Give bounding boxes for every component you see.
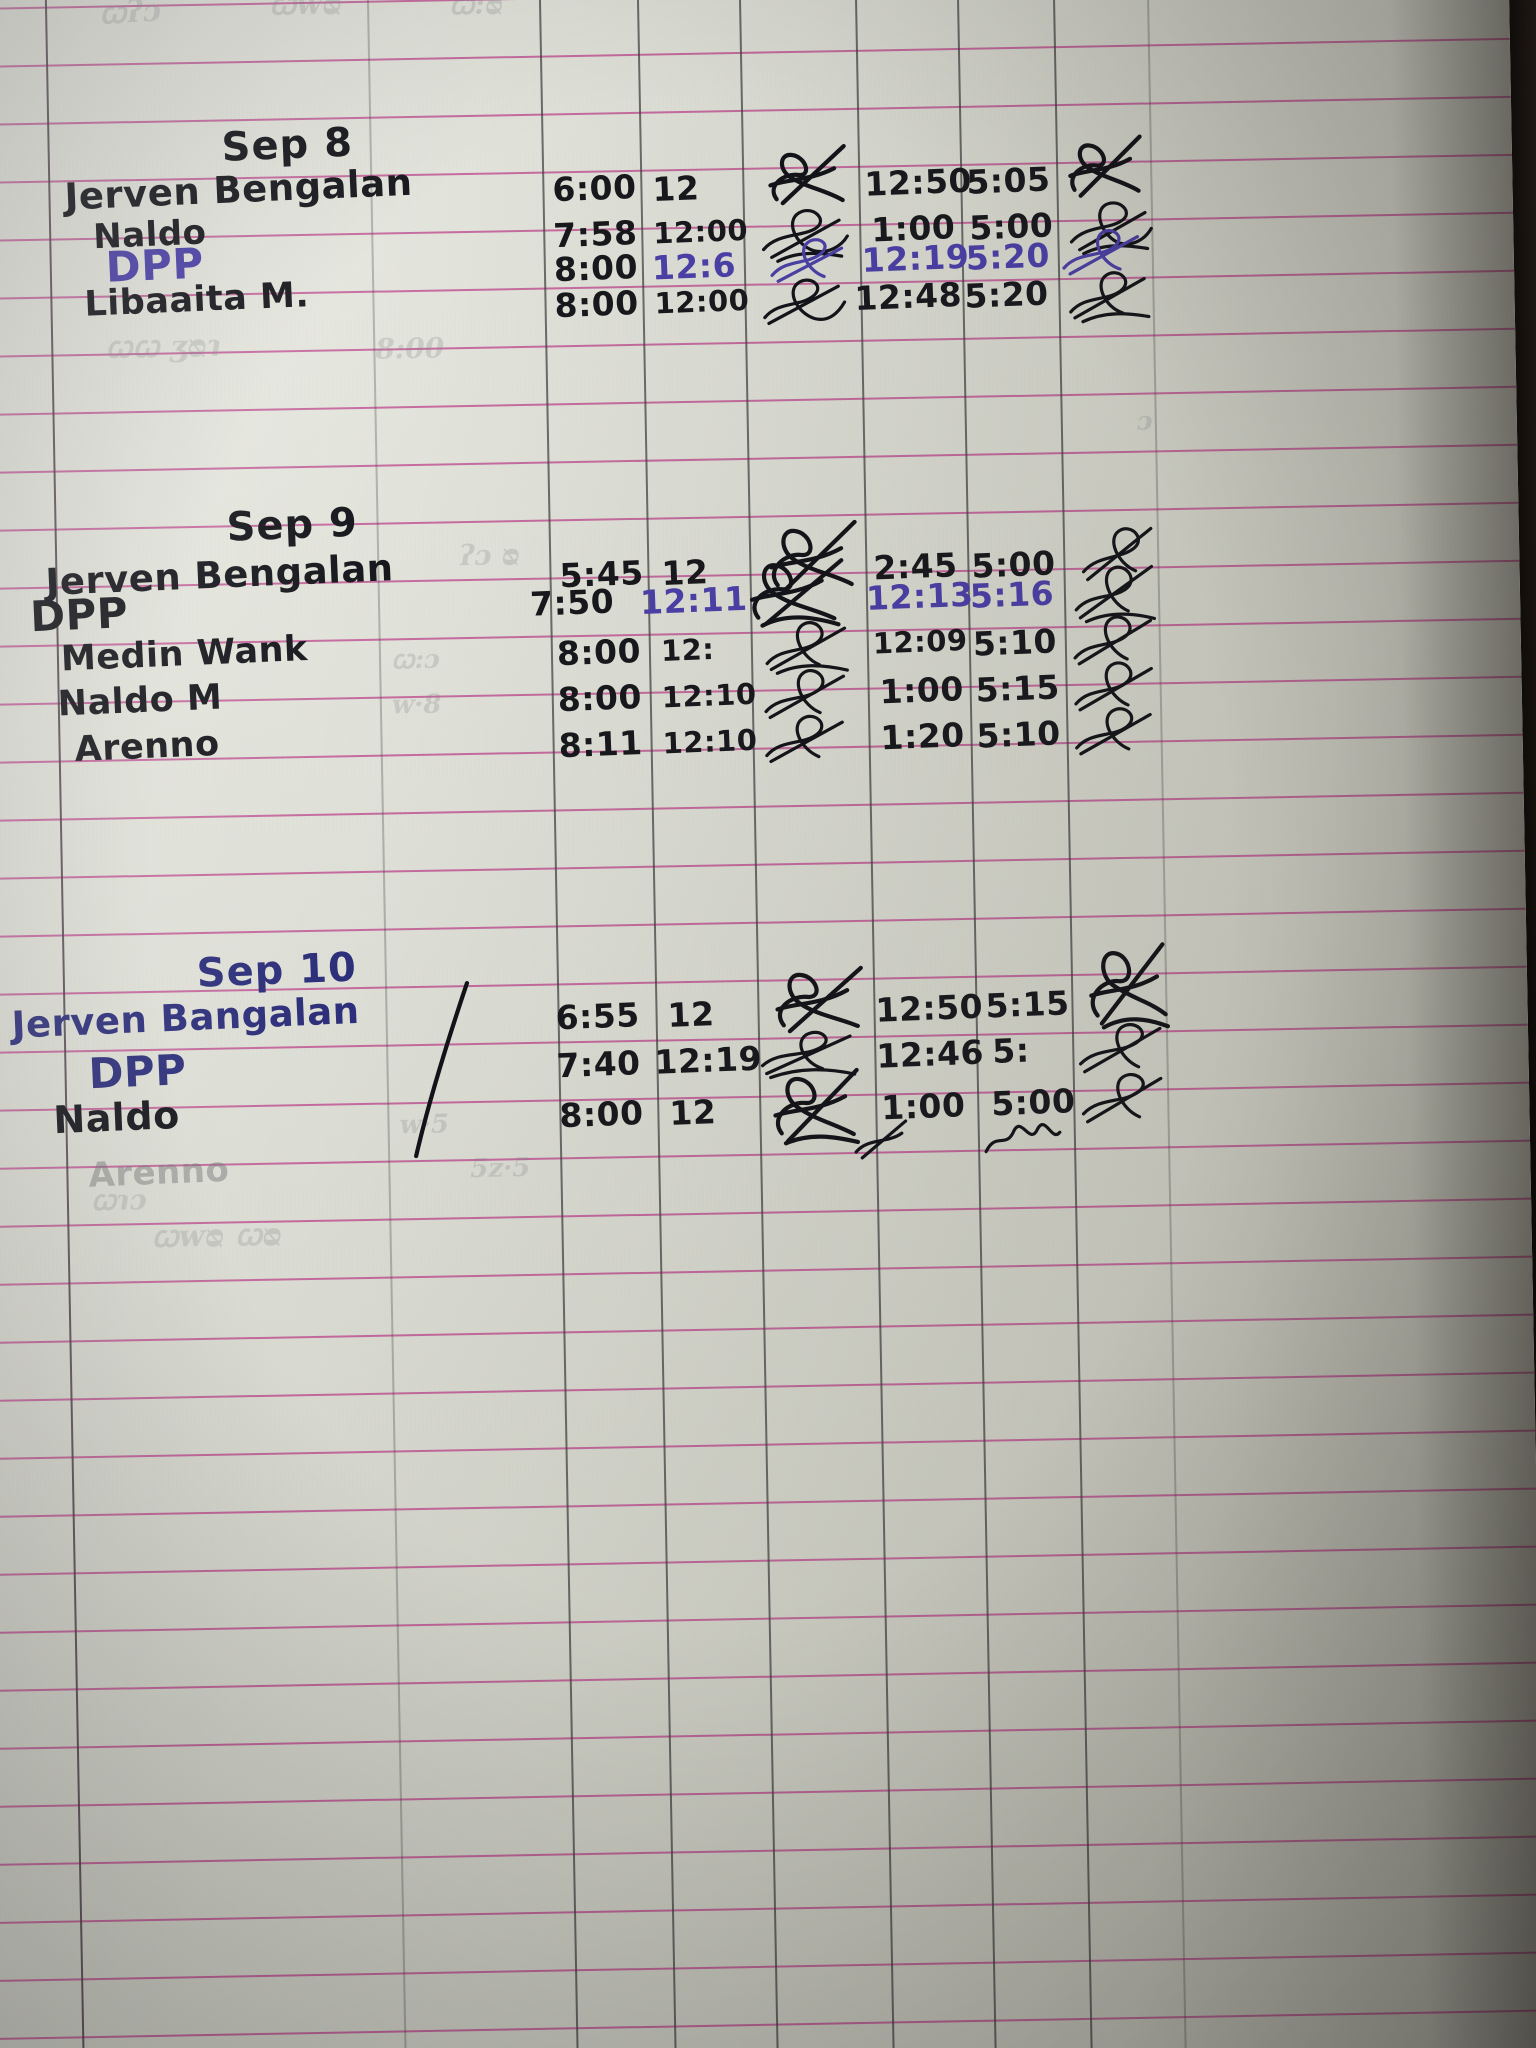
signature-am: [756, 140, 853, 212]
signature-am: [756, 612, 855, 676]
signature-pm: [979, 1108, 1066, 1162]
signature-pm: [1072, 1012, 1169, 1078]
signature-pm: [1066, 604, 1159, 670]
signature-am: [754, 268, 849, 330]
signature-am: [763, 230, 850, 288]
signature-am: [757, 660, 854, 724]
diagonal-strikethrough: [407, 979, 480, 1160]
signature-pm: [1057, 221, 1146, 281]
signature-pm: [1075, 1064, 1170, 1128]
signature-am: [754, 1022, 863, 1082]
signature-pm: [1058, 132, 1149, 204]
signature-pm: [1067, 652, 1160, 716]
signature-am: [753, 198, 854, 264]
signature-am: [847, 1111, 918, 1164]
signature-pm: [1067, 552, 1160, 624]
signature-pm: [1073, 514, 1158, 586]
signature-am: [741, 554, 852, 632]
signature-am: [758, 708, 851, 768]
signature-am: [763, 1062, 865, 1148]
signature-pm: [1068, 700, 1159, 760]
signature-pm: [1062, 260, 1155, 324]
signature-pm: [1076, 934, 1170, 1032]
signature-am: [767, 964, 868, 1038]
